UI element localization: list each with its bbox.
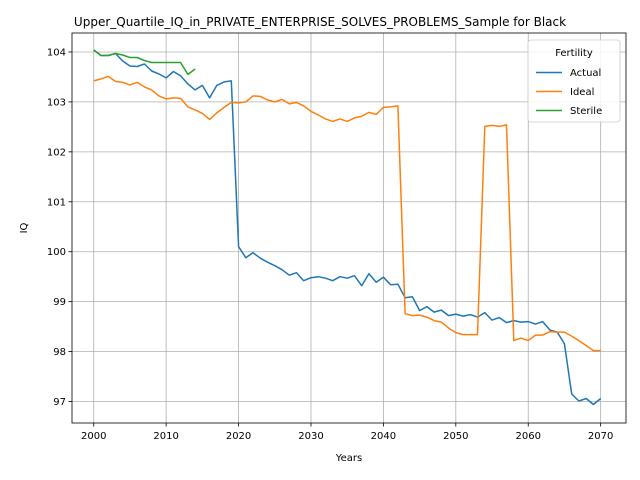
y-axis-label: IQ <box>19 222 30 233</box>
plot-frame <box>71 32 627 424</box>
x-tick-label: 2060 <box>516 431 541 442</box>
y-tick-label: 104 <box>47 47 66 58</box>
x-tick-label: 2010 <box>153 431 178 442</box>
series-line-actual <box>93 49 602 406</box>
x-axis: 2000 2010 2020 2030 2040 2050 2060 2070 <box>81 423 613 442</box>
legend-box <box>527 39 621 123</box>
legend: Fertility Actual Ideal Sterile <box>527 39 621 123</box>
y-tick-label: 97 <box>53 397 66 408</box>
series-line-sterile <box>93 49 196 76</box>
x-tick-label: 2020 <box>226 431 251 442</box>
legend-title: Fertility <box>555 48 593 59</box>
legend-label-sterile: Sterile <box>570 106 602 117</box>
grid-lines <box>72 33 626 423</box>
y-tick-label: 98 <box>53 347 66 358</box>
y-tick-label: 101 <box>47 197 66 208</box>
y-axis: 97 98 99 100 101 102 103 104 <box>47 47 72 408</box>
y-tick-label: 99 <box>53 297 66 308</box>
chart-title: Upper_Quartile_IQ_in_PRIVATE_ENTERPRISE_… <box>74 15 566 29</box>
y-tick-label: 103 <box>47 97 66 108</box>
x-tick-label: 2070 <box>588 431 613 442</box>
x-tick-label: 2000 <box>81 431 106 442</box>
x-tick-label: 2050 <box>443 431 468 442</box>
x-tick-label: 2030 <box>298 431 323 442</box>
legend-label-actual: Actual <box>570 68 601 79</box>
legend-label-ideal: Ideal <box>570 87 594 98</box>
x-tick-label: 2040 <box>371 431 396 442</box>
y-tick-label: 100 <box>47 247 66 258</box>
series-line-ideal <box>93 75 601 352</box>
series-layer <box>93 49 602 406</box>
x-axis-label: Years <box>335 453 362 464</box>
y-tick-label: 102 <box>47 147 66 158</box>
